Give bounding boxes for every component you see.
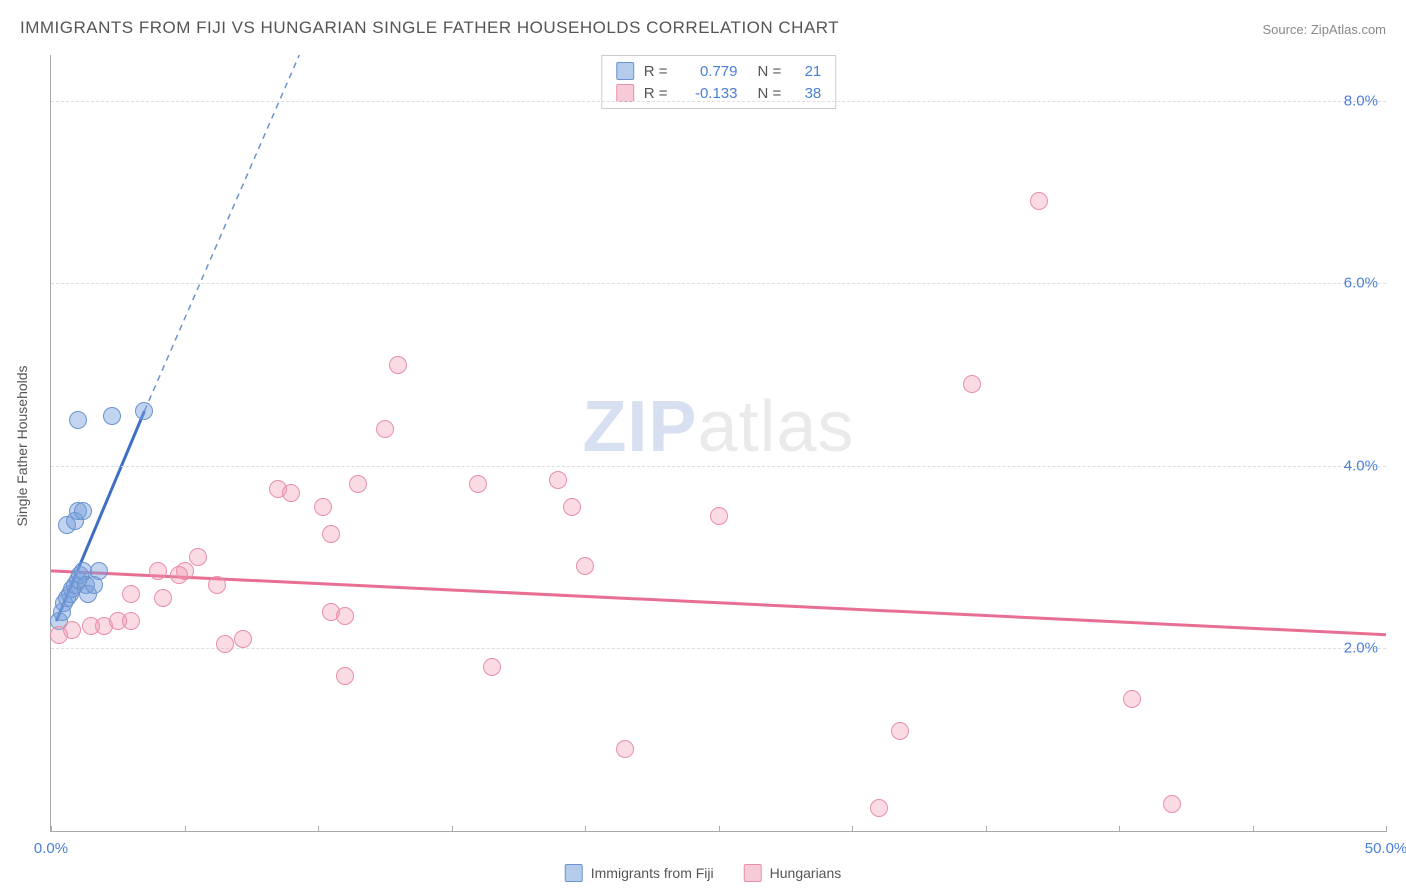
data-point — [63, 621, 81, 639]
data-point — [576, 557, 594, 575]
x-tick-label: 0.0% — [34, 840, 68, 857]
r-label: R = — [644, 85, 668, 102]
data-point — [389, 356, 407, 374]
x-tick — [1119, 826, 1120, 832]
data-point — [69, 411, 87, 429]
data-point — [336, 607, 354, 625]
grid-line — [51, 101, 1386, 102]
data-point — [90, 562, 108, 580]
data-point — [216, 635, 234, 653]
data-point — [870, 799, 888, 817]
data-point — [208, 576, 226, 594]
data-point — [154, 589, 172, 607]
data-point — [103, 407, 121, 425]
watermark-bold: ZIP — [582, 387, 697, 467]
data-point — [710, 507, 728, 525]
source-attribution: Source: ZipAtlas.com — [1262, 22, 1386, 37]
data-point — [616, 740, 634, 758]
data-point — [322, 525, 340, 543]
data-point — [1030, 192, 1048, 210]
data-point — [891, 722, 909, 740]
r-label: R = — [644, 63, 668, 80]
legend-item: Hungarians — [744, 864, 842, 882]
x-tick-label: 50.0% — [1365, 840, 1406, 857]
data-point — [234, 630, 252, 648]
data-point — [135, 402, 153, 420]
r-value: 0.779 — [678, 63, 738, 80]
n-value: 21 — [791, 63, 821, 80]
plot-area: ZIPatlas R = 0.779 N = 21 R = -0.133 N = 38 2.0… — [50, 55, 1386, 832]
data-point — [963, 375, 981, 393]
x-tick — [986, 826, 987, 832]
legend: Immigrants from Fiji Hungarians — [565, 864, 842, 882]
x-tick — [185, 826, 186, 832]
grid-line — [51, 648, 1386, 649]
stats-row: R = 0.779 N = 21 — [602, 60, 836, 82]
watermark: ZIPatlas — [582, 386, 854, 468]
y-tick-label: 6.0% — [1344, 275, 1378, 292]
x-tick — [318, 826, 319, 832]
data-point — [122, 612, 140, 630]
legend-label: Immigrants from Fiji — [591, 865, 714, 881]
watermark-light: atlas — [697, 387, 854, 467]
y-tick-label: 4.0% — [1344, 457, 1378, 474]
x-tick — [852, 826, 853, 832]
y-tick-label: 2.0% — [1344, 640, 1378, 657]
data-point — [1123, 690, 1141, 708]
y-axis-title: Single Father Households — [14, 365, 30, 526]
data-point — [483, 658, 501, 676]
y-tick-label: 8.0% — [1344, 92, 1378, 109]
x-tick — [1253, 826, 1254, 832]
legend-item: Immigrants from Fiji — [565, 864, 714, 882]
data-point — [74, 502, 92, 520]
data-point — [376, 420, 394, 438]
data-point — [1163, 795, 1181, 813]
grid-line — [51, 466, 1386, 467]
grid-line — [51, 283, 1386, 284]
data-point — [549, 471, 567, 489]
r-value: -0.133 — [678, 85, 738, 102]
swatch — [616, 62, 634, 80]
data-point — [282, 484, 300, 502]
x-tick — [452, 826, 453, 832]
data-point — [189, 548, 207, 566]
n-value: 38 — [791, 85, 821, 102]
x-tick — [585, 826, 586, 832]
x-tick — [1386, 826, 1387, 832]
x-tick — [719, 826, 720, 832]
data-point — [149, 562, 167, 580]
legend-label: Hungarians — [770, 865, 842, 881]
data-point — [314, 498, 332, 516]
trend-lines — [51, 55, 1386, 831]
data-point — [469, 475, 487, 493]
data-point — [563, 498, 581, 516]
data-point — [336, 667, 354, 685]
x-tick — [51, 826, 52, 832]
n-label: N = — [758, 63, 782, 80]
n-label: N = — [758, 85, 782, 102]
swatch — [616, 84, 634, 102]
chart-title: IMMIGRANTS FROM FIJI VS HUNGARIAN SINGLE… — [20, 18, 839, 38]
legend-swatch — [744, 864, 762, 882]
data-point — [170, 566, 188, 584]
data-point — [349, 475, 367, 493]
data-point — [122, 585, 140, 603]
legend-swatch — [565, 864, 583, 882]
